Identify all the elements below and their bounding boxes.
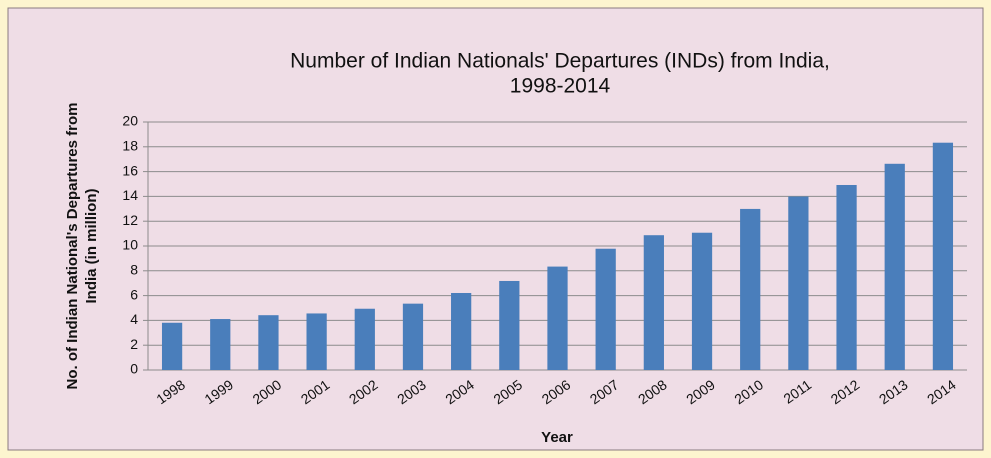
y-tick-label: 20	[122, 113, 138, 129]
chart-title: 1998-2014	[510, 75, 611, 98]
bar	[547, 266, 568, 370]
x-axis-label: Year	[541, 429, 573, 446]
chart-panel	[7, 7, 984, 451]
y-tick-label: 10	[122, 237, 138, 253]
y-tick-label: 18	[122, 138, 138, 154]
bar	[258, 315, 279, 370]
bar	[161, 322, 183, 370]
y-tick-label: 6	[130, 286, 138, 302]
bar	[740, 208, 761, 370]
y-tick-label: 2	[130, 336, 138, 352]
bar	[643, 235, 664, 370]
bar	[451, 292, 472, 370]
bar	[210, 319, 231, 370]
bar	[499, 280, 520, 370]
y-tick-label: 8	[130, 262, 138, 278]
bar	[354, 308, 375, 370]
bar	[884, 163, 905, 370]
bar	[306, 313, 327, 370]
bar	[836, 184, 857, 370]
bar	[595, 248, 616, 370]
y-tick-label: 14	[122, 187, 138, 203]
bar	[691, 232, 713, 370]
bar	[932, 142, 954, 370]
y-tick-label: 12	[122, 212, 138, 228]
y-tick-label: 0	[130, 361, 138, 377]
bar	[402, 303, 424, 370]
bar	[788, 196, 809, 370]
y-tick-label: 16	[122, 162, 138, 178]
y-tick-label: 4	[130, 311, 138, 327]
y-axis-label: No. of Indian National's Departures from	[64, 103, 81, 390]
y-axis-label: India (in million)	[83, 189, 100, 304]
chart-title: Number of Indian Nationals' Departures (…	[290, 50, 830, 73]
